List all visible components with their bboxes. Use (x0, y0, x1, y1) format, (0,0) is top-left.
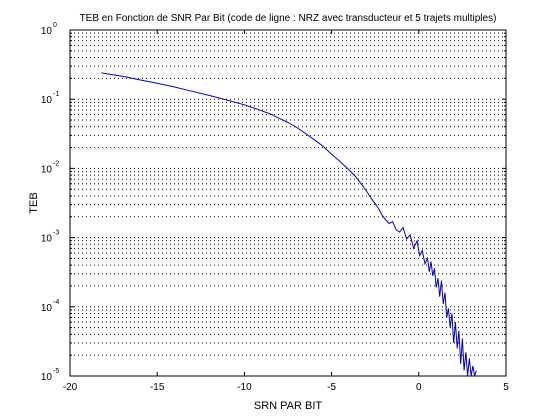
y-tick-exponent: -5 (53, 368, 59, 375)
x-tick-label: -15 (150, 382, 165, 393)
series-layer (101, 72, 477, 376)
y-tick-label: 10 (41, 372, 53, 383)
y-tick-exponent: -3 (53, 230, 59, 237)
x-tick-label: -10 (237, 382, 252, 393)
y-tick-exponent: -2 (53, 160, 59, 167)
teb-series-line (101, 72, 477, 376)
x-tick-label: -20 (63, 382, 78, 393)
y-tick-exponent: 0 (53, 22, 57, 29)
y-tick-exponent: -4 (53, 299, 59, 306)
plot-frame (69, 29, 507, 377)
x-axis-label: SRN PAR BIT (254, 400, 323, 412)
y-tick-label: 10 (41, 95, 53, 106)
x-tick-label: -5 (327, 382, 336, 393)
y-axis-label: TEB (28, 192, 40, 213)
grid-layer (70, 32, 506, 377)
plot-area (70, 30, 506, 376)
y-tick-label: 10 (41, 234, 53, 245)
y-tick-exponent: -1 (53, 91, 59, 98)
x-tick-label: 5 (503, 382, 509, 393)
y-tick-label: 10 (41, 26, 53, 37)
x-tick-label: 0 (416, 382, 422, 393)
y-tick-label: 10 (41, 164, 53, 175)
y-tick-label: 10 (41, 303, 53, 314)
chart-title: TEB en Fonction de SNR Par Bit (code de … (80, 13, 497, 24)
